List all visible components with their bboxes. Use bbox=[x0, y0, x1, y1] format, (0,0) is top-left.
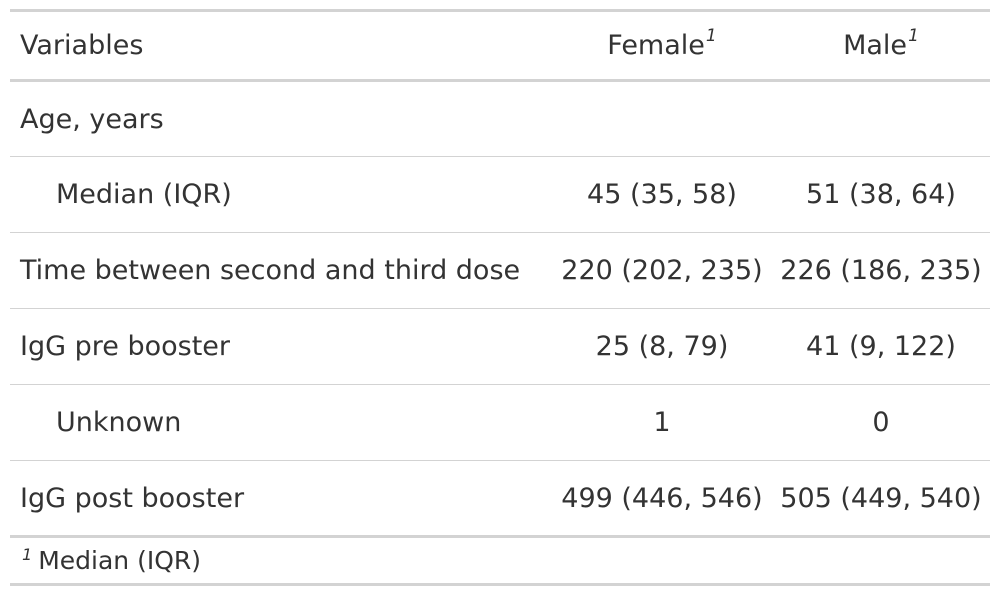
summary-table-container: Variables Female1 Male1 Age, years Media… bbox=[10, 9, 990, 586]
female-value: 1 bbox=[653, 407, 671, 438]
male-value: 51 (38, 64) bbox=[806, 179, 956, 210]
male-value: 226 (186, 235) bbox=[780, 255, 982, 286]
row-label: Age, years bbox=[20, 103, 164, 135]
header-male-label: Male bbox=[843, 30, 908, 61]
header-female: Female1 bbox=[552, 11, 772, 81]
table-body: Age, years Median (IQR) 45 (35, 58) 51 (… bbox=[10, 81, 990, 537]
footnote-marker: 1 bbox=[908, 26, 919, 46]
header-variables: Variables bbox=[10, 11, 552, 81]
table-row: IgG post booster 499 (446, 546) 505 (449… bbox=[10, 461, 990, 537]
female-value: 45 (35, 58) bbox=[587, 179, 737, 210]
male-value: 0 bbox=[872, 407, 890, 438]
male-value bbox=[772, 81, 990, 157]
female-value: 499 (446, 546) bbox=[561, 482, 763, 514]
table-footnote: 1 Median (IQR) bbox=[10, 538, 990, 586]
footnote-text: Median (IQR) bbox=[38, 546, 201, 575]
summary-table: Variables Female1 Male1 Age, years Media… bbox=[10, 9, 990, 538]
female-value bbox=[552, 81, 772, 157]
table-row: IgG pre booster 25 (8, 79) 41 (9, 122) bbox=[10, 309, 990, 385]
row-label: Unknown bbox=[56, 407, 182, 438]
row-label: Median (IQR) bbox=[56, 179, 232, 210]
table-row: Median (IQR) 45 (35, 58) 51 (38, 64) bbox=[10, 157, 990, 233]
row-label: IgG post booster bbox=[20, 482, 245, 514]
table-row: Age, years bbox=[10, 81, 990, 157]
row-label: IgG pre booster bbox=[20, 331, 230, 362]
header-male: Male1 bbox=[772, 11, 990, 81]
header-variables-label: Variables bbox=[20, 30, 144, 61]
header-female-label: Female bbox=[607, 30, 705, 61]
row-label: Time between second and third dose bbox=[20, 255, 521, 286]
footnote-marker: 1 bbox=[705, 26, 717, 46]
female-value: 25 (8, 79) bbox=[595, 331, 729, 362]
table-header: Variables Female1 Male1 bbox=[10, 10, 990, 81]
male-value: 41 (9, 122) bbox=[806, 331, 956, 362]
table-row: Unknown 1 0 bbox=[10, 385, 990, 461]
table-row: Time between second and third dose 220 (… bbox=[10, 233, 990, 309]
footnote-marker: 1 bbox=[22, 545, 33, 564]
female-value: 220 (202, 235) bbox=[561, 255, 763, 286]
male-value: 505 (449, 540) bbox=[780, 482, 982, 514]
header-row: Variables Female1 Male1 bbox=[10, 10, 990, 81]
